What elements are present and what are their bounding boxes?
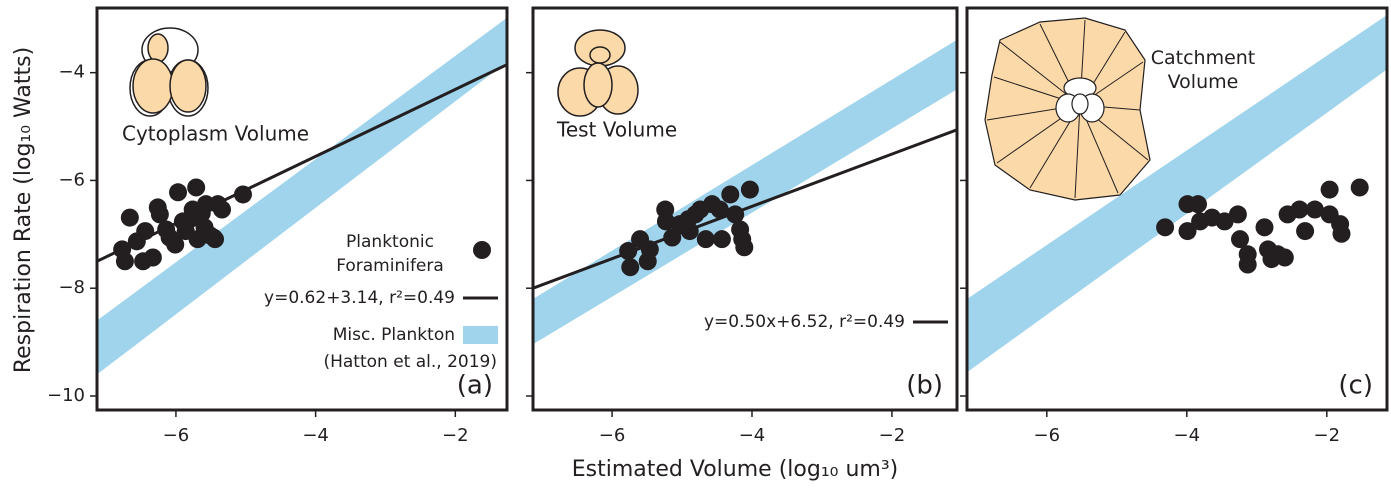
- point: [1320, 180, 1339, 199]
- fit-line: [533, 128, 957, 290]
- legend-label: Misc. Plankton: [333, 325, 455, 345]
- x-tick-label: −2: [1314, 425, 1341, 446]
- point: [1228, 205, 1247, 224]
- panel-label: (a): [457, 371, 493, 401]
- point: [663, 228, 682, 247]
- point: [696, 230, 715, 249]
- point: [233, 185, 252, 204]
- point: [640, 240, 659, 259]
- panel-label: (b): [906, 371, 943, 401]
- band: [97, 17, 507, 375]
- legend-marker: [473, 241, 491, 259]
- panel-frame: [531, 6, 959, 412]
- legend-label: y=0.50x+6.52, r²=0.49: [704, 312, 905, 332]
- point: [1350, 178, 1369, 197]
- point: [1305, 200, 1324, 219]
- x-tick-label: −2: [879, 425, 906, 446]
- point: [712, 230, 731, 249]
- point: [1189, 195, 1207, 214]
- x-tick-label: −4: [739, 425, 766, 446]
- y-tick-label: −6: [58, 169, 85, 190]
- point: [1178, 222, 1197, 241]
- point: [150, 205, 169, 224]
- plot-area: [533, 39, 957, 345]
- point: [621, 258, 640, 277]
- panel-frame: [965, 6, 1389, 412]
- point: [1255, 218, 1274, 237]
- x-tick-label: −6: [599, 425, 626, 446]
- point: [120, 208, 139, 227]
- x-tick-label: −4: [302, 425, 329, 446]
- test-icon: [557, 29, 639, 117]
- point: [740, 180, 759, 199]
- legend-label: Planktonic Foraminifera: [336, 232, 444, 276]
- point: [726, 205, 745, 224]
- annotation: Test Volume: [556, 118, 677, 142]
- y-axis-label: Respiration Rate (log₁₀ Watts): [11, 47, 36, 373]
- point: [136, 222, 155, 241]
- point: [710, 200, 729, 219]
- point: [204, 228, 223, 247]
- point: [143, 248, 162, 267]
- annotation: Catchment Volume: [1150, 47, 1256, 93]
- legend-source: (Hatton et al., 2019): [323, 352, 497, 372]
- x-axis-label: Estimated Volume (log₁₀ um³): [572, 457, 898, 482]
- plot-area: [967, 15, 1387, 373]
- point: [680, 222, 699, 241]
- point: [113, 240, 132, 259]
- point: [1238, 255, 1257, 274]
- band: [967, 15, 1387, 373]
- legend-label: y=0.62+3.14, r²=0.49: [264, 288, 455, 308]
- y-tick-label: −8: [58, 277, 85, 298]
- panel-frame: [95, 6, 509, 412]
- point: [169, 183, 188, 202]
- catchment-icon: [984, 17, 1151, 201]
- y-tick-label: −4: [58, 62, 85, 83]
- point: [1156, 218, 1175, 237]
- legend-swatch: [463, 326, 498, 344]
- point: [721, 185, 740, 204]
- plot-area: [97, 17, 507, 375]
- point: [1215, 212, 1234, 231]
- x-tick-label: −4: [1174, 425, 1201, 446]
- point: [1275, 248, 1294, 267]
- point: [735, 238, 754, 257]
- point: [213, 200, 232, 219]
- point: [1296, 222, 1315, 241]
- x-tick-label: −6: [1034, 425, 1061, 446]
- point: [1290, 200, 1309, 219]
- cytoplasm-icon: [129, 27, 209, 117]
- point: [619, 242, 638, 261]
- point: [166, 235, 185, 254]
- point: [1332, 224, 1351, 243]
- y-tick-label: −10: [47, 385, 85, 406]
- point: [187, 178, 206, 197]
- annotation: Cytoplasm Volume: [122, 122, 309, 146]
- x-tick-label: −2: [442, 425, 469, 446]
- x-tick-label: −6: [163, 425, 190, 446]
- point: [1231, 230, 1249, 249]
- panel-label: (c): [1338, 371, 1373, 401]
- point: [656, 212, 675, 231]
